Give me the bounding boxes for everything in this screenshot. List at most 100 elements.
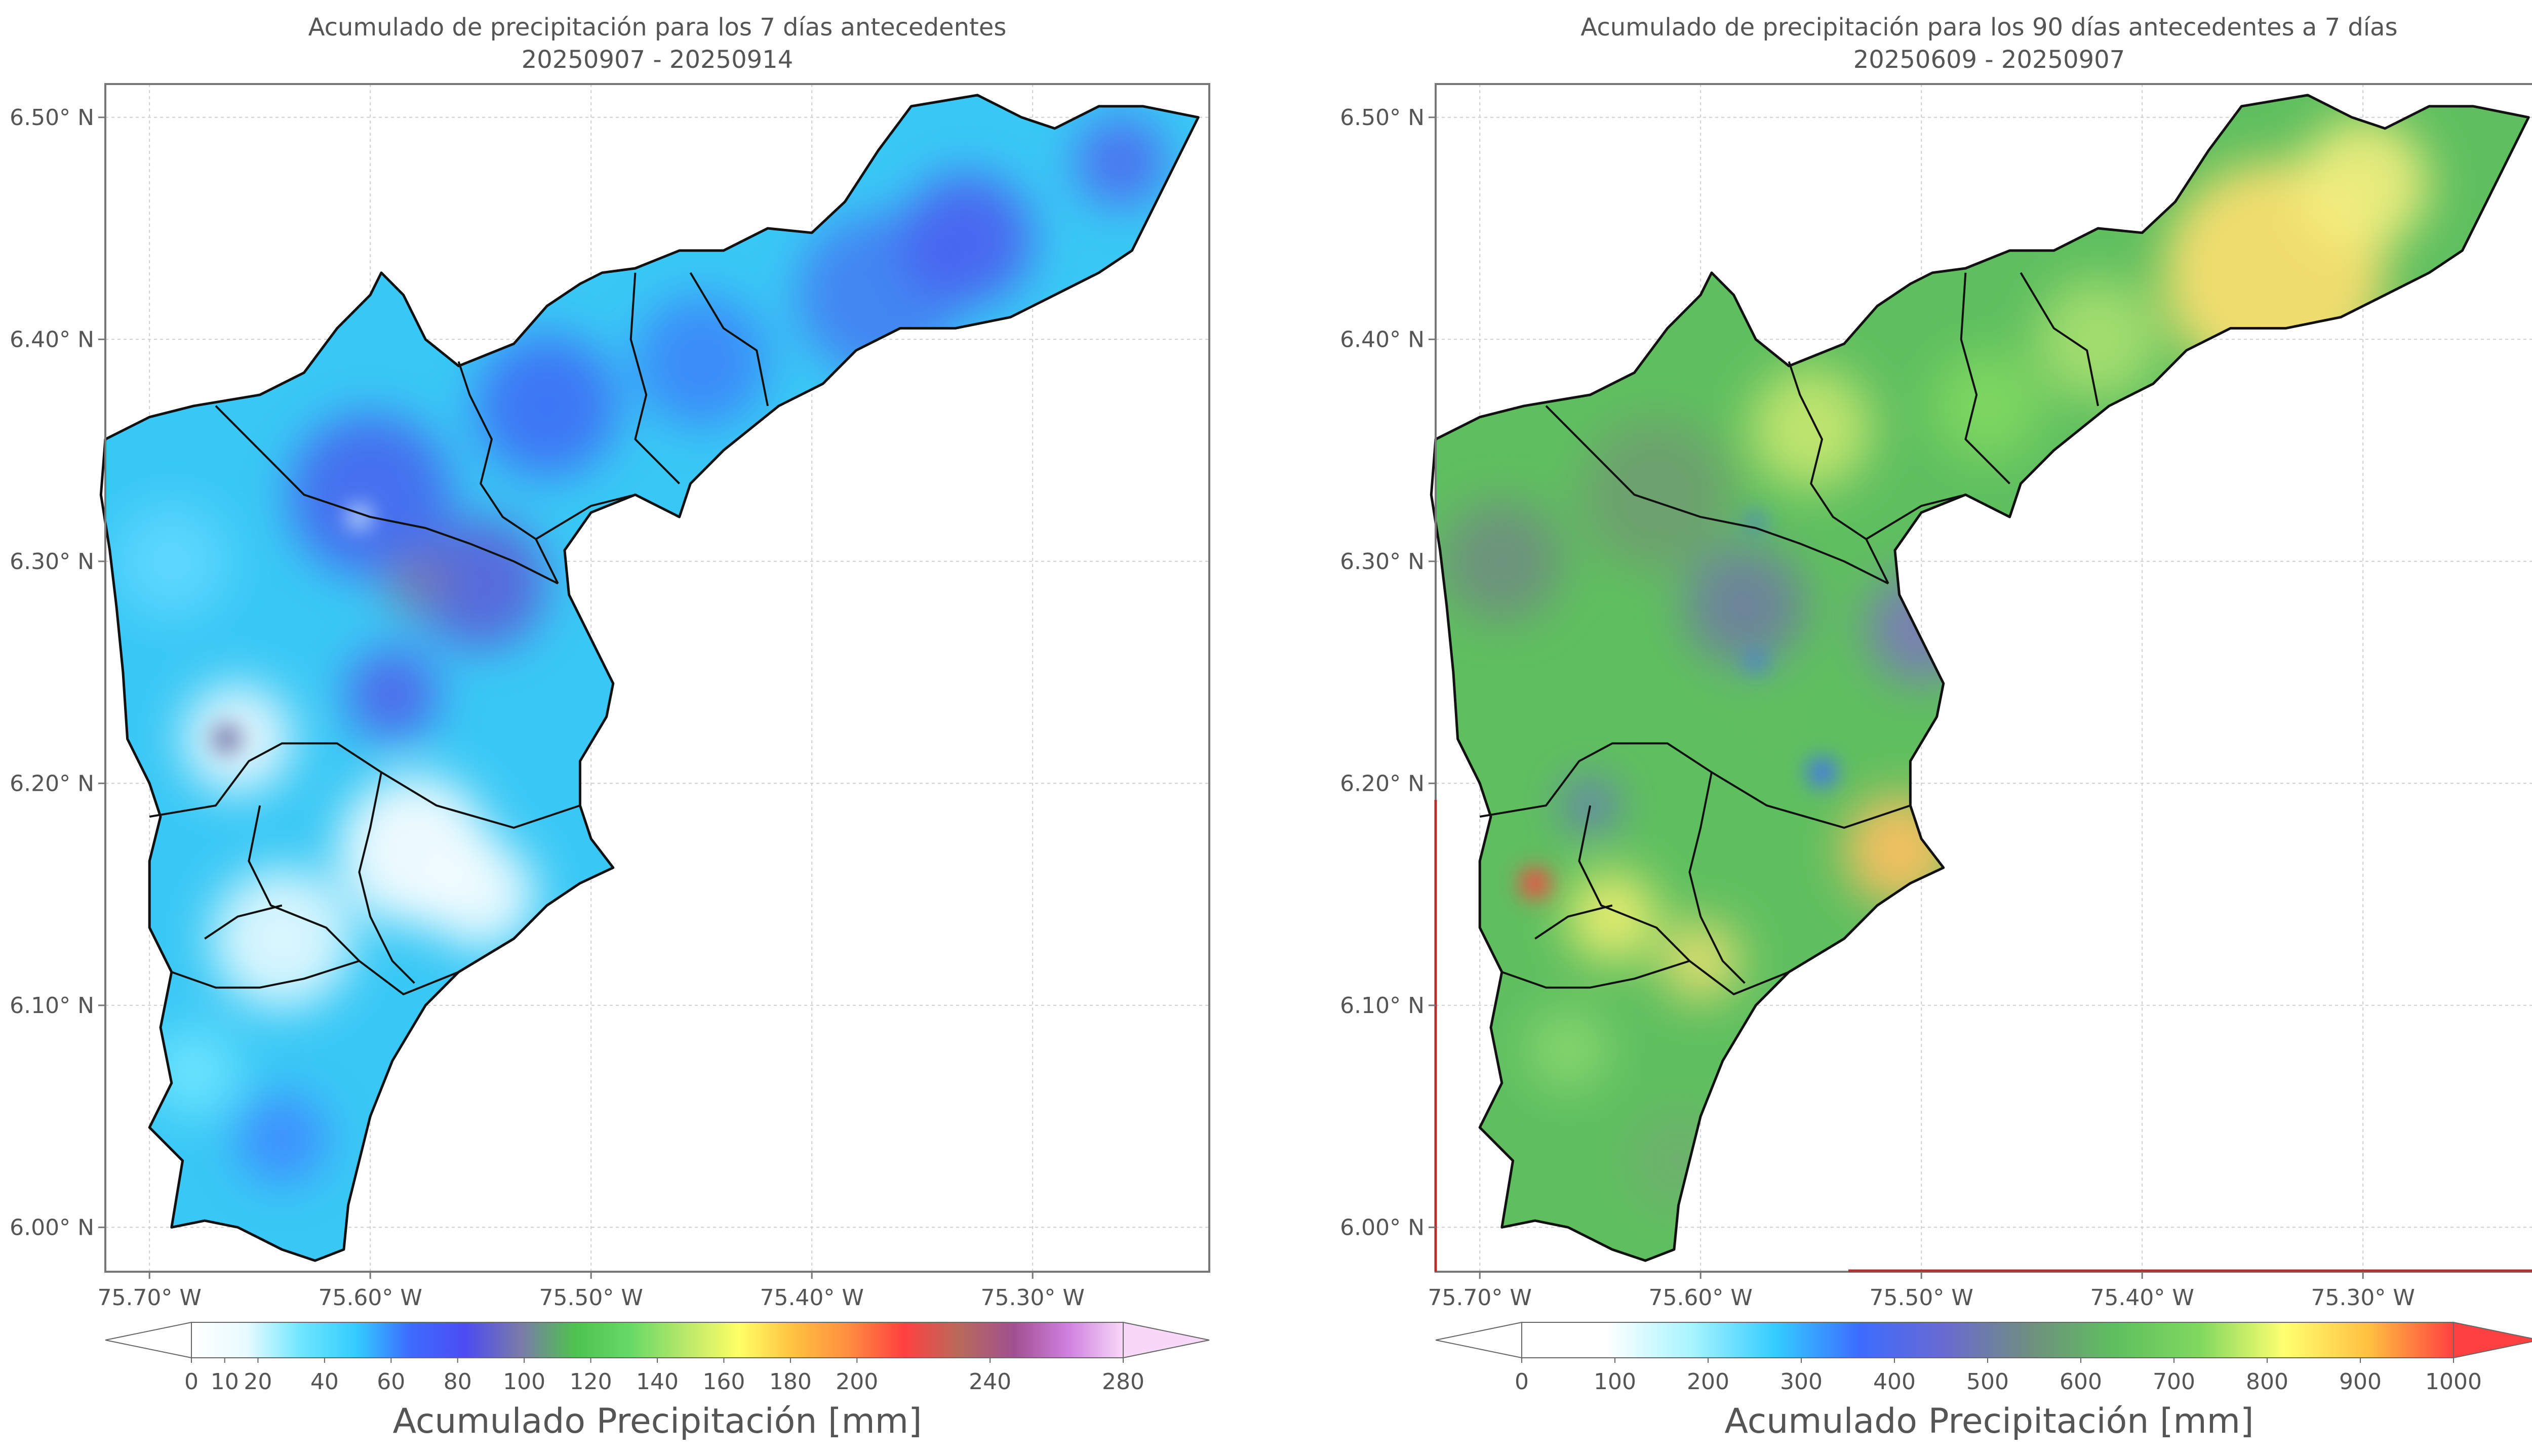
left-cbar-tick-label-8: 140 xyxy=(636,1369,679,1395)
right-subbasin-line-3 xyxy=(1960,272,2011,484)
right-cbar-tick-label-4: 400 xyxy=(1873,1369,1916,1395)
left-subbasin-line-2 xyxy=(535,494,636,540)
left-field-blob-6 xyxy=(289,414,452,576)
right-ytick-label-5: 6.50° N xyxy=(1340,105,1425,131)
right-ytick-label-2: 6.20° N xyxy=(1340,771,1425,796)
right-field-blob-14 xyxy=(1628,1110,1729,1211)
right-field-spot-2 xyxy=(1748,513,1764,530)
left-field-blob-15 xyxy=(384,553,445,614)
right-subbasin-line-6 xyxy=(1578,805,1790,995)
left-field-spot-0 xyxy=(211,723,242,754)
right-subbasin-line-4 xyxy=(2020,272,2099,407)
left-colorbar-extend-max xyxy=(1123,1321,1210,1359)
left-xtick-label-2: 75.50° W xyxy=(539,1285,643,1311)
left-cbar-tick-label-2: 20 xyxy=(244,1369,272,1395)
left-title-line2: 20250907 - 20250914 xyxy=(522,46,793,74)
left-subbasin-line-0 xyxy=(215,405,559,585)
right-cbar-tick-label-2: 200 xyxy=(1687,1369,1729,1395)
left-field-blob-2 xyxy=(425,838,537,950)
left-cbar-tick-label-10: 180 xyxy=(769,1369,812,1395)
right-ytick-label-0: 6.00° N xyxy=(1340,1215,1425,1240)
left-xtick-label-1: 75.60° W xyxy=(318,1285,422,1311)
right-ytick-label-1: 6.10° N xyxy=(1340,993,1425,1019)
panel-right: Acumulado de precipitación para los 90 d… xyxy=(1340,13,2532,1441)
right-xtick-label-0: 75.70° W xyxy=(1428,1285,1531,1311)
left-cbar-tick-label-12: 240 xyxy=(969,1369,1011,1395)
right-cbar-tick-label-7: 700 xyxy=(2153,1369,2195,1395)
panel-left: Acumulado de precipitación para los 7 dí… xyxy=(10,13,1210,1441)
right-colorbar-extend-max xyxy=(2453,1321,2532,1359)
left-axes-frame xyxy=(104,83,1210,1273)
left-subbasin-line-5 xyxy=(149,742,581,829)
left-cbar-tick-label-0: 0 xyxy=(184,1369,199,1395)
left-subbasin-line-9 xyxy=(204,904,283,940)
left-cbar-tick-label-6: 100 xyxy=(503,1369,545,1395)
right-cbar-tick-label-1: 100 xyxy=(1594,1369,1636,1395)
left-ytick-label-2: 6.20° N xyxy=(10,771,94,796)
left-colorbar-label: Acumulado Precipitación [mm] xyxy=(392,1401,922,1441)
right-xtick-label-4: 75.30° W xyxy=(2311,1285,2415,1311)
right-x-ticks: 75.70° W 75.60° W 75.50° W 75.40° W 75.30° W xyxy=(1428,1272,2415,1311)
left-field-blob-5 xyxy=(236,1093,328,1184)
right-basin-outline xyxy=(1430,94,2530,1262)
left-field-spot-1 xyxy=(348,506,371,529)
right-y-ticks: 6.00° N 6.10° N 6.20° N 6.30° N 6.40° N 6.50°… xyxy=(1340,105,1436,1240)
left-y-ticks: 6.00° N 6.10° N 6.20° N 6.30° N 6.40° N 6.50°… xyxy=(10,105,105,1240)
left-ytick-label-3: 6.30° N xyxy=(10,549,94,575)
right-title-line1: Acumulado de precipitación para los 90 d… xyxy=(1580,13,2397,42)
left-subbasin-line-7 xyxy=(358,772,415,984)
left-field-base xyxy=(105,95,1199,1261)
left-field-blob-12 xyxy=(900,173,1033,305)
left-xtick-label-0: 75.70° W xyxy=(97,1285,201,1311)
left-cbar-tick-label-7: 120 xyxy=(570,1369,612,1395)
left-field-blob-9 xyxy=(476,335,618,477)
left-cbar-tick-label-11: 200 xyxy=(836,1369,878,1395)
left-xtick-label-3: 75.40° W xyxy=(760,1285,863,1311)
right-field-blob-5 xyxy=(1580,419,1732,571)
right-cbar-tick-label-5: 500 xyxy=(1966,1369,2009,1395)
right-cbar-tick-label-8: 800 xyxy=(2246,1369,2288,1395)
right-xtick-label-2: 75.50° W xyxy=(1869,1285,1973,1311)
left-basin-boundaries xyxy=(99,94,1200,1262)
right-field-blob-6 xyxy=(1441,500,1563,622)
left-field-blob-8 xyxy=(346,649,438,740)
left-cbar-tick-label-9: 160 xyxy=(702,1369,745,1395)
right-colorbar: 0 100 200 300 400 500 600 700 800 900 1000 xyxy=(1435,1321,2532,1395)
left-subbasin-line-3 xyxy=(629,272,681,484)
left-subbasin-line-4 xyxy=(689,272,769,407)
right-cbar-tick-label-0: 0 xyxy=(1515,1369,1529,1395)
right-colorbar-label: Acumulado Precipitación [mm] xyxy=(1724,1401,2253,1441)
left-subbasin-line-6 xyxy=(248,805,459,995)
right-field-spot-3 xyxy=(1520,868,1551,899)
right-subbasin-line-8 xyxy=(1501,960,1690,989)
left-xtick-label-4: 75.30° W xyxy=(980,1285,1084,1311)
left-precipitation-field xyxy=(105,95,1199,1261)
right-subbasin-line-2 xyxy=(1866,494,1966,540)
left-cbar-tick-label-1: 10 xyxy=(211,1369,239,1395)
right-colorbar-gradient xyxy=(1522,1322,2454,1358)
right-field-blob-13 xyxy=(1527,1009,1609,1090)
right-field-spot-1 xyxy=(1747,652,1765,671)
left-cbar-tick-label-4: 60 xyxy=(377,1369,405,1395)
right-field-blob-12 xyxy=(1660,920,1742,1002)
left-field-blob-7 xyxy=(415,517,547,650)
right-ytick-label-4: 6.40° N xyxy=(1340,327,1425,352)
right-cbar-tick-label-3: 300 xyxy=(1780,1369,1823,1395)
left-field-blob-10 xyxy=(636,296,768,428)
left-ytick-label-1: 6.10° N xyxy=(10,993,94,1019)
left-subbasin-line-8 xyxy=(171,960,360,989)
right-field-blob-4 xyxy=(1750,367,1872,489)
left-ytick-label-5: 6.50° N xyxy=(10,105,94,131)
left-cbar-tick-label-5: 80 xyxy=(444,1369,472,1395)
left-field-blob-4 xyxy=(148,1026,240,1118)
right-field-spot-0 xyxy=(1808,758,1836,787)
left-cbar-tick-label-13: 280 xyxy=(1102,1369,1144,1395)
right-xtick-label-1: 75.60° W xyxy=(1648,1285,1752,1311)
right-subbasin-line-5 xyxy=(1479,742,1911,829)
left-x-ticks: 75.70° W 75.60° W 75.50° W 75.40° W 75.30° W xyxy=(97,1272,1085,1311)
left-cbar-tick-label-3: 40 xyxy=(310,1369,339,1395)
right-cbar-tick-label-6: 600 xyxy=(2060,1369,2102,1395)
right-field-blob-7 xyxy=(1684,545,1806,667)
right-field-blob-9 xyxy=(1716,666,1817,767)
